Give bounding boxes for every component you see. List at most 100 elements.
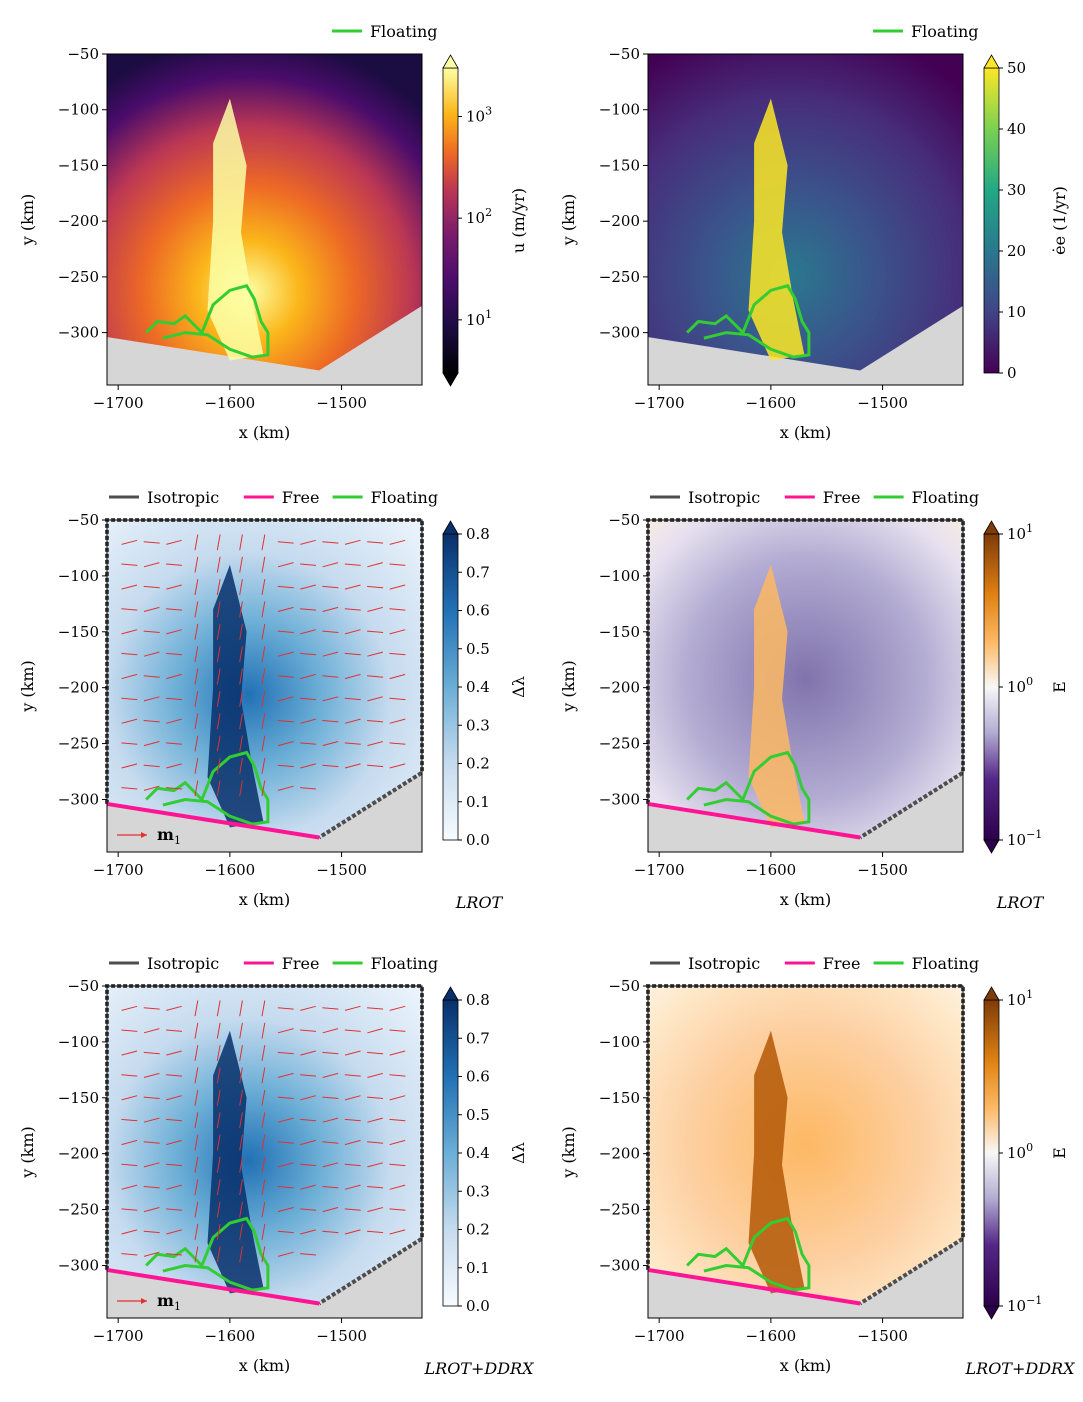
- fabric-arrow: [143, 541, 160, 544]
- fabric-arrow: [300, 584, 316, 590]
- fabric-arrow: [322, 651, 339, 657]
- floating-boundary: [686, 750, 811, 826]
- field-delta-lambda-lrot: [107, 520, 422, 838]
- fabric-arrow: [166, 1139, 182, 1146]
- floating-boundary: [145, 750, 270, 826]
- fabric-arrow: [344, 1163, 361, 1167]
- fabric-arrow: [277, 1141, 294, 1144]
- y-tick-label: −200: [599, 679, 640, 697]
- panel-enhancement-lrot-ddrx: −1700 −1600 −1500 −50 −100 −150 −200 −250 −300 x …: [559, 954, 1075, 1378]
- x-tick-label: −1600: [204, 394, 255, 412]
- x-tick-label: −1600: [745, 861, 796, 879]
- fabric-arrow: [367, 675, 384, 678]
- x-tick-label: −1600: [745, 1327, 796, 1345]
- x-axis-label: x (km): [780, 890, 831, 909]
- colorbar-tick-label: 101: [1007, 988, 1033, 1009]
- legend-floating-label: Floating: [371, 488, 438, 507]
- x-axis-label: x (km): [239, 423, 290, 442]
- fabric-arrow: [239, 1000, 243, 1017]
- fabric-arrow: [367, 696, 383, 702]
- fabric-arrow: [121, 629, 138, 635]
- y-tick-label: −250: [58, 1201, 99, 1219]
- fabric-arrow: [261, 735, 266, 752]
- fabric-arrow: [239, 623, 243, 640]
- free-boundary: [647, 801, 861, 840]
- fabric-arrow: [261, 757, 266, 774]
- fabric-arrow: [239, 1045, 243, 1061]
- fabric-arrow: [322, 1230, 339, 1234]
- mode-label: LROT: [996, 893, 1045, 912]
- land-area: [648, 305, 963, 385]
- colorbar-label: E: [1050, 1147, 1069, 1159]
- fabric-arrow: [344, 1074, 361, 1077]
- y-tick-label: −250: [599, 268, 640, 286]
- legend-floating-label: Floating: [371, 954, 438, 973]
- fabric-arrow: [143, 651, 160, 657]
- fabric-arrow: [216, 1112, 221, 1129]
- colorbar-body: [442, 999, 459, 1307]
- fabric-arrow: [389, 1163, 406, 1167]
- colorbar-tick-label: 10: [1007, 303, 1026, 321]
- fabric-arrow: [194, 1045, 199, 1061]
- colorbar-strain-rate: 0 10 20 30 40 50 ėe (1/yr): [983, 54, 1069, 382]
- fabric-arrow: [166, 787, 183, 790]
- fabric-arrow: [239, 1246, 243, 1263]
- fabric-arrow: [344, 1208, 361, 1211]
- legend-free-label: Free: [282, 488, 320, 507]
- colorbar-tick-label: 0.6: [466, 602, 490, 620]
- fabric-arrow: [121, 584, 138, 590]
- fabric-arrow: [194, 534, 199, 551]
- fabric-arrow: [261, 713, 266, 730]
- colorbar-tick-label: 100: [1007, 675, 1033, 696]
- fabric-arrow: [216, 1179, 221, 1196]
- fabric-arrow: [194, 1112, 199, 1129]
- fabric-arrow: [367, 562, 383, 568]
- fabric-arrow: [322, 1028, 339, 1034]
- fabric-arrow: [277, 785, 294, 791]
- fabric-arrow: [277, 1096, 294, 1099]
- colorbar-tick-label: 101: [1007, 522, 1033, 543]
- colorbar-tick-label: 0.8: [466, 525, 490, 543]
- fabric-arrow: [216, 735, 221, 752]
- legend-floating-label: Floating: [912, 488, 979, 507]
- fabric-arrow: [389, 1074, 406, 1077]
- fabric-arrow: [121, 1163, 138, 1167]
- fabric-arrow: [166, 1005, 182, 1011]
- y-tick-label: −200: [599, 1145, 640, 1163]
- fabric-arrow: [261, 601, 266, 618]
- fabric-arrow: [300, 1118, 317, 1122]
- colorbar-body: [983, 67, 1000, 374]
- fabric-arrow: [389, 697, 406, 701]
- colorbar-tick-label: 0.4: [466, 678, 490, 696]
- fabric-arrow: [277, 1028, 294, 1034]
- fabric-arrow: [389, 1050, 406, 1056]
- legend-free-label: Free: [282, 954, 320, 973]
- fabric-arrow: [277, 1007, 294, 1010]
- y-tick-label: −300: [599, 1256, 640, 1274]
- fabric-arrow: [389, 673, 406, 680]
- fabric-arrow: [367, 651, 383, 657]
- fabric-arrow: [261, 1156, 266, 1173]
- colorbar-extend-bottom: [442, 372, 459, 387]
- colorbar-tick-label: 40: [1007, 120, 1026, 138]
- fabric-arrow: [277, 696, 294, 702]
- fabric-arrow: [121, 1005, 138, 1011]
- fabric-arrow: [121, 563, 138, 566]
- fabric-arrow: [166, 1050, 182, 1056]
- fabric-arrow: [367, 606, 383, 612]
- panel-delta-lambda-lrot-ddrx: m1−1700 −1600 −1500−50−100−150−200−250−300…: [18, 954, 534, 1378]
- y-axis-label: y (km): [18, 660, 37, 712]
- fabric-arrow: [216, 1045, 221, 1061]
- colorbar-velocity: 101 102 103 u (m/yr): [442, 54, 528, 387]
- fabric-arrow: [389, 1118, 406, 1122]
- fabric-arrow: [166, 1074, 183, 1077]
- fabric-arrow: [261, 1223, 266, 1240]
- colorbar-tick-label: 0.2: [466, 1221, 490, 1239]
- fabric-arrow: [239, 601, 243, 618]
- panel-velocity: −1700 −1600 −1500 −50 −100 −150 −200 −250 −300 x …: [18, 22, 528, 442]
- colorbar-tick-exp: 1: [485, 308, 492, 321]
- fabric-arrow: [389, 1029, 406, 1032]
- fabric-arrow: [166, 629, 182, 635]
- y-tick-label: −300: [58, 790, 99, 808]
- fabric-arrow: [239, 1223, 243, 1240]
